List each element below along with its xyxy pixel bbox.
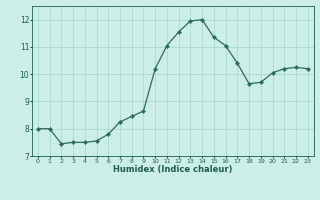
- X-axis label: Humidex (Indice chaleur): Humidex (Indice chaleur): [113, 165, 233, 174]
